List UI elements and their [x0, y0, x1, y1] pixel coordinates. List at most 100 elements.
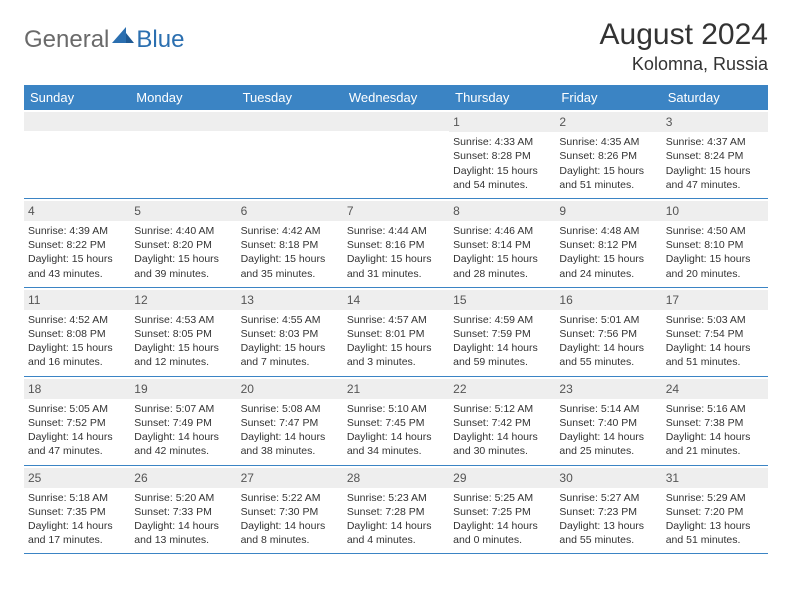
day-number: 11 — [24, 290, 130, 310]
calendar-week: 4Sunrise: 4:39 AMSunset: 8:22 PMDaylight… — [24, 199, 768, 288]
cell-line-day1: Daylight: 15 hours — [559, 164, 657, 178]
calendar-cell: 18Sunrise: 5:05 AMSunset: 7:52 PMDayligh… — [24, 377, 130, 465]
day-number: 18 — [24, 379, 130, 399]
calendar-cell — [24, 110, 130, 198]
title-block: August 2024 Kolomna, Russia — [600, 18, 768, 75]
cell-line-sunrise: Sunrise: 4:57 AM — [347, 313, 445, 327]
calendar-cell — [343, 110, 449, 198]
calendar-cell: 8Sunrise: 4:46 AMSunset: 8:14 PMDaylight… — [449, 199, 555, 287]
day-number: 30 — [555, 468, 661, 488]
cell-line-day2: and 30 minutes. — [453, 444, 551, 458]
location: Kolomna, Russia — [600, 54, 768, 75]
cell-line-day1: Daylight: 14 hours — [134, 519, 232, 533]
day-number: 21 — [343, 379, 449, 399]
calendar-cell: 1Sunrise: 4:33 AMSunset: 8:28 PMDaylight… — [449, 110, 555, 198]
cell-line-sunrise: Sunrise: 5:20 AM — [134, 491, 232, 505]
weekday-label: Sunday — [24, 85, 130, 110]
day-number: 12 — [130, 290, 236, 310]
calendar-cell: 30 Sunrise: 5:27 AMSunset: 7:23 PMDayligh… — [555, 466, 661, 554]
cell-line-sunset: Sunset: 7:52 PM — [28, 416, 126, 430]
day-number: 29 — [449, 468, 555, 488]
cell-line-sunset: Sunset: 8:18 PM — [241, 238, 339, 252]
calendar-body: 1Sunrise: 4:33 AMSunset: 8:28 PMDaylight… — [24, 110, 768, 554]
calendar-cell: 13Sunrise: 4:55 AMSunset: 8:03 PMDayligh… — [237, 288, 343, 376]
cell-line-sunrise: Sunrise: 5:18 AM — [28, 491, 126, 505]
cell-line-sunrise: Sunrise: 4:50 AM — [666, 224, 764, 238]
weekday-label: Thursday — [449, 85, 555, 110]
cell-line-day1: Daylight: 14 hours — [453, 519, 551, 533]
cell-line-day1: Daylight: 14 hours — [134, 430, 232, 444]
day-number: 28 — [343, 468, 449, 488]
logo-text-1: General — [24, 26, 109, 54]
cell-line-sunrise: Sunrise: 5:29 AM — [666, 491, 764, 505]
cell-line-day1: Daylight: 15 hours — [453, 252, 551, 266]
cell-line-day2: and 35 minutes. — [241, 267, 339, 281]
cell-line-day1: Daylight: 13 hours — [559, 519, 657, 533]
calendar-week: 18 Sunrise: 5:05 AMSunset: 7:52 PM Dayligh… — [24, 377, 768, 466]
day-number-bar — [343, 112, 449, 131]
cell-line-day2: and 4 minutes. — [347, 533, 445, 547]
cell-line-day1: Daylight: 15 hours — [241, 341, 339, 355]
cell-line-sunrise: Sunrise: 4:59 AM — [453, 313, 551, 327]
calendar-cell: 21Sunrise: 5:10 AMSunset: 7:45 PMDayligh… — [343, 377, 449, 465]
cell-line-day1: Daylight: 14 hours — [347, 430, 445, 444]
day-number: 31 — [662, 468, 768, 488]
calendar-cell: 25Sunrise: 5:18 AMSunset: 7:35 PMDayligh… — [24, 466, 130, 554]
calendar-cell — [237, 110, 343, 198]
cell-line-day1: Daylight: 15 hours — [666, 252, 764, 266]
day-number: 14 — [343, 290, 449, 310]
cell-line-sunset: Sunset: 7:28 PM — [347, 505, 445, 519]
cell-line-sunrise: Sunrise: 5:05 AM — [28, 402, 126, 416]
cell-line-sunset: Sunset: 7:25 PM — [453, 505, 551, 519]
day-number: 13 — [237, 290, 343, 310]
calendar-cell: 27Sunrise: 5:22 AMSunset: 7:30 PMDayligh… — [237, 466, 343, 554]
day-number: 15 — [449, 290, 555, 310]
cell-line-sunset: Sunset: 8:24 PM — [666, 149, 764, 163]
calendar-cell: 26Sunrise: 5:20 AMSunset: 7:33 PMDayligh… — [130, 466, 236, 554]
cell-line-day1: Daylight: 15 hours — [134, 341, 232, 355]
cell-line-day1: Daylight: 13 hours — [666, 519, 764, 533]
cell-line-day2: and 28 minutes. — [453, 267, 551, 281]
cell-line-sunrise: Sunrise: 5:03 AM — [666, 313, 764, 327]
cell-line-sunrise: Sunrise: 5:27 AM — [559, 491, 657, 505]
calendar-cell: 5Sunrise: 4:40 AMSunset: 8:20 PMDaylight… — [130, 199, 236, 287]
day-number: 3 — [662, 112, 768, 132]
cell-line-sunrise: Sunrise: 5:08 AM — [241, 402, 339, 416]
day-number: 24 — [662, 379, 768, 399]
calendar-cell: 11Sunrise: 4:52 AMSunset: 8:08 PMDayligh… — [24, 288, 130, 376]
calendar-cell: 4Sunrise: 4:39 AMSunset: 8:22 PMDaylight… — [24, 199, 130, 287]
calendar-cell: 17Sunrise: 5:03 AMSunset: 7:54 PMDayligh… — [662, 288, 768, 376]
cell-line-day2: and 39 minutes. — [134, 267, 232, 281]
cell-line-sunrise: Sunrise: 5:25 AM — [453, 491, 551, 505]
weekday-header: Sunday Monday Tuesday Wednesday Thursday… — [24, 85, 768, 110]
cell-line-sunrise: Sunrise: 5:16 AM — [666, 402, 764, 416]
cell-line-sunset: Sunset: 7:54 PM — [666, 327, 764, 341]
cell-line-day2: and 42 minutes. — [134, 444, 232, 458]
day-number: 20 — [237, 379, 343, 399]
calendar-cell: 28Sunrise: 5:23 AMSunset: 7:28 PMDayligh… — [343, 466, 449, 554]
cell-line-sunrise: Sunrise: 4:35 AM — [559, 135, 657, 149]
cell-line-day1: Daylight: 15 hours — [347, 252, 445, 266]
header: General Blue August 2024 Kolomna, Russia — [24, 18, 768, 75]
cell-line-day1: Daylight: 15 hours — [134, 252, 232, 266]
cell-line-sunrise: Sunrise: 4:46 AM — [453, 224, 551, 238]
cell-line-day2: and 51 minutes. — [666, 355, 764, 369]
calendar-cell: 14Sunrise: 4:57 AMSunset: 8:01 PMDayligh… — [343, 288, 449, 376]
cell-line-day2: and 55 minutes. — [559, 355, 657, 369]
cell-line-sunset: Sunset: 7:33 PM — [134, 505, 232, 519]
cell-line-sunrise: Sunrise: 4:33 AM — [453, 135, 551, 149]
cell-line-sunset: Sunset: 7:20 PM — [666, 505, 764, 519]
cell-line-sunset: Sunset: 7:40 PM — [559, 416, 657, 430]
page: General Blue August 2024 Kolomna, Russia… — [0, 0, 792, 554]
cell-line-day1: Daylight: 14 hours — [666, 430, 764, 444]
day-number-bar — [24, 112, 130, 131]
calendar-cell: 20Sunrise: 5:08 AMSunset: 7:47 PMDayligh… — [237, 377, 343, 465]
cell-line-sunset: Sunset: 7:23 PM — [559, 505, 657, 519]
cell-line-day2: and 51 minutes. — [666, 533, 764, 547]
cell-line-sunset: Sunset: 7:59 PM — [453, 327, 551, 341]
cell-line-sunrise: Sunrise: 5:22 AM — [241, 491, 339, 505]
cell-line-day2: and 17 minutes. — [28, 533, 126, 547]
day-number: 19 — [130, 379, 236, 399]
cell-line-sunset: Sunset: 8:16 PM — [347, 238, 445, 252]
weekday-label: Friday — [555, 85, 661, 110]
